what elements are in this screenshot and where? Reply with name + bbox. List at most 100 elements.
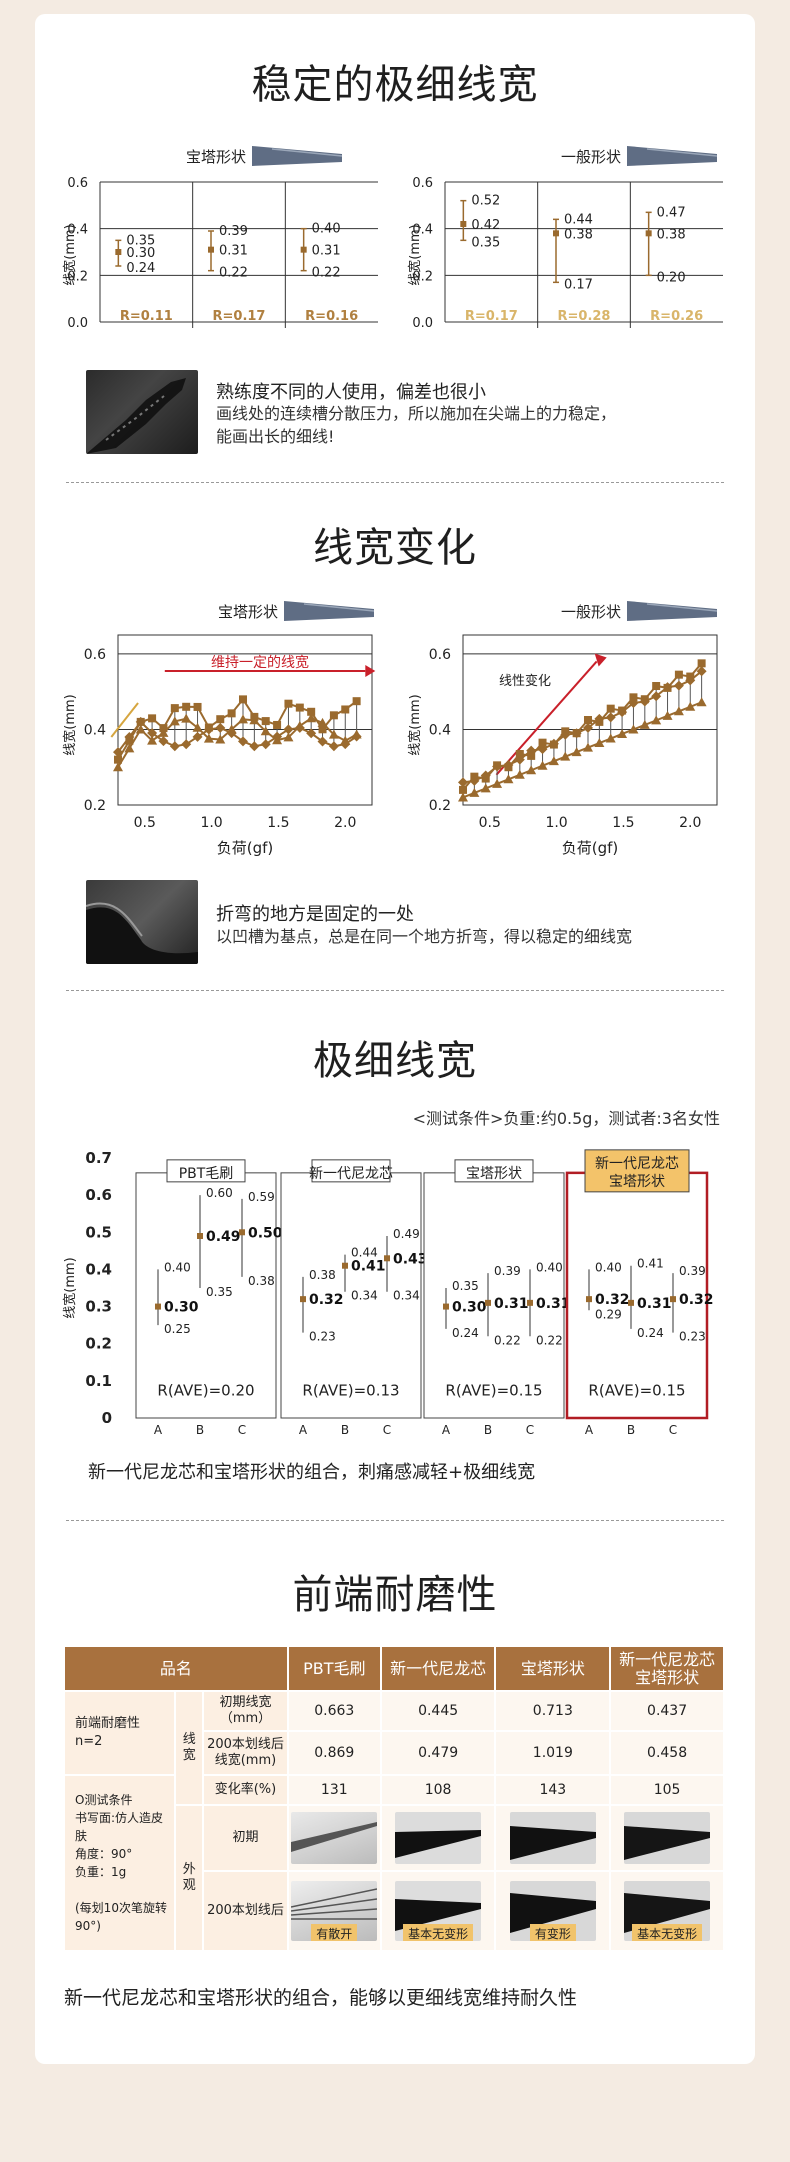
plot-area: 0.6 0.4 0.2 0.5 1.0 1.5 2.0	[84, 634, 376, 831]
mean-marker	[628, 1299, 634, 1306]
x-tick-label: A	[299, 1423, 308, 1437]
data-point	[459, 785, 467, 794]
data-point	[328, 729, 339, 739]
summary-durability: 新一代尼龙芯和宝塔形状的组合，能够以更细线宽维持耐久性	[64, 1987, 578, 2009]
data-point	[583, 716, 592, 724]
mean-marker	[645, 230, 652, 237]
data-point	[526, 745, 537, 756]
data-point	[192, 731, 203, 742]
x-tick-label: 1.5	[267, 815, 289, 831]
group-label: 线宽	[174, 1690, 205, 1806]
y-axis-label: 线宽(mm)	[407, 694, 423, 755]
data-label: 0.50	[248, 1225, 283, 1241]
mean-marker	[208, 246, 214, 253]
data-point	[158, 727, 169, 737]
y-axis-label: 线宽(mm)	[62, 1257, 78, 1318]
data-point	[605, 733, 616, 743]
range-label: R=0.17	[213, 309, 266, 324]
range-average-label: R(AVE)=0.13	[302, 1382, 399, 1400]
photo-cell: 有散开	[286, 1870, 382, 1952]
col-header: 宝塔形状	[494, 1645, 612, 1692]
col-header: PBT毛刷	[286, 1645, 382, 1692]
data-point	[135, 724, 146, 734]
y-tick-label: 0.6	[67, 176, 88, 191]
photo-cell: 基本无变形	[609, 1870, 725, 1952]
data-point	[696, 666, 707, 677]
y-tick-label: 0.6	[85, 1186, 112, 1204]
metric-label: 变化率(%)	[202, 1774, 289, 1806]
panel-title: 宝塔形状	[466, 1166, 522, 1182]
data-label: 0.34	[393, 1289, 420, 1303]
data-label: 0.39	[679, 1264, 706, 1278]
data-point	[548, 756, 559, 766]
chart-variation-pagoda: 宝塔形状 线宽(mm) 负荷(gf) 维持一定的线宽 0.6 0.4 0.2 0.5 1…	[62, 601, 376, 857]
table-cell: 0.437	[609, 1690, 725, 1732]
mean-marker	[115, 249, 122, 255]
data-point	[203, 733, 214, 743]
data-point	[158, 736, 169, 747]
status-tag: 基本无变形	[403, 1924, 474, 1941]
section-title-stable: 稳定的极细线宽	[251, 62, 539, 108]
pagoda-tip-photo	[509, 1812, 596, 1864]
data-point	[628, 698, 639, 708]
y-tick-label: 0.0	[67, 316, 88, 331]
y-tick-label: 0.5	[85, 1223, 112, 1241]
pen-tip-icon	[252, 146, 342, 166]
data-point	[215, 734, 226, 744]
data-label: 0.40	[164, 1260, 191, 1274]
panel-frame	[423, 1172, 565, 1419]
y-tick-label: 0.2	[85, 1335, 112, 1353]
chart-fine-width: 线宽(mm) 0.7 0.6 0.5 0.4 0.3 0.2 0.1 0 PBT毛刷 R(AVE)…	[62, 1149, 714, 1437]
data-point	[538, 738, 547, 747]
mean-marker	[342, 1262, 348, 1269]
data-point	[548, 738, 559, 749]
y-tick-label: 0.0	[412, 316, 433, 331]
data-label: 0.32	[679, 1292, 714, 1308]
mean-marker	[155, 1303, 161, 1310]
data-point	[514, 769, 525, 779]
data-point	[594, 713, 605, 724]
data-point	[148, 714, 157, 723]
data-label: 0.41	[351, 1259, 386, 1275]
data-point	[560, 729, 571, 740]
table-header-row: 品名 PBT毛刷 新一代尼龙芯 宝塔形状 新一代尼龙芯 宝塔形状	[63, 1645, 725, 1692]
data-point	[329, 711, 338, 720]
table-cell: 143	[494, 1774, 612, 1806]
panel-frame	[565, 1171, 709, 1420]
data-point	[651, 691, 662, 702]
mean-marker	[197, 1233, 203, 1239]
plot-frame	[462, 634, 718, 806]
table-row: O测试条件 书写面:仿人造皮肤 角度：90° 负重：1g (每划10次笔旋转90…	[62, 1774, 725, 1952]
pen-tip-icon	[627, 601, 717, 621]
data-point	[169, 716, 180, 726]
data-point	[193, 702, 202, 711]
x-tick-label: B	[627, 1423, 635, 1437]
data-point	[352, 697, 361, 706]
tip-closeup-photo-2	[86, 880, 198, 964]
mean-marker	[443, 1303, 449, 1310]
data-label: 0.22	[219, 266, 248, 281]
data-point	[696, 697, 707, 707]
y-tick-label: 0.7	[85, 1149, 112, 1167]
table-cell: 0.445	[379, 1690, 497, 1732]
data-point	[307, 707, 316, 716]
data-point	[673, 706, 684, 716]
data-point	[341, 705, 350, 714]
table-row: 200本划线后 有散开 基本无变形 有变形 基本无变形	[64, 1870, 725, 1952]
data-point	[294, 722, 305, 733]
data-label: 0.39	[219, 224, 248, 239]
chart-stable-pagoda: 宝塔形状 线宽(mm) 0.6 0.4 0.2 0.0 0.350.300.24 R=0.…	[62, 146, 378, 331]
data-point	[662, 710, 673, 720]
trend-arrow	[495, 660, 598, 776]
data-point	[571, 728, 582, 739]
feature-title-1: 熟练度不同的人使用，偏差也很小	[216, 382, 486, 403]
data-point	[582, 722, 593, 733]
data-label: 0.35	[471, 235, 500, 250]
data-point	[629, 693, 638, 702]
arrow-head	[365, 665, 376, 677]
y-tick-label: 0.2	[429, 798, 451, 814]
data-point	[114, 755, 122, 764]
mean-marker	[670, 1296, 676, 1303]
x-tick-label: 0.5	[479, 815, 501, 831]
plot-area: 0.6 0.4 0.2 0.5 1.0 1.5 2.0	[429, 634, 718, 831]
